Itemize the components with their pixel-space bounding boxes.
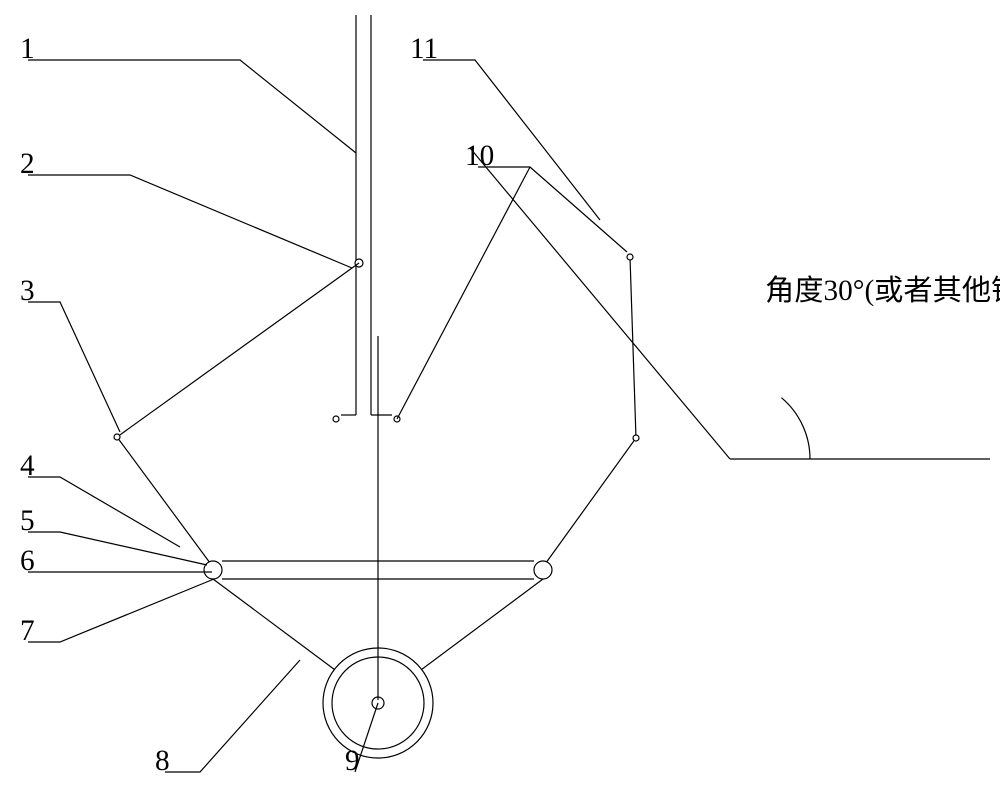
svg-text:10: 10: [465, 140, 494, 172]
svg-text:1: 1: [20, 33, 35, 65]
svg-text:9: 9: [345, 745, 360, 777]
svg-text:4: 4: [20, 450, 35, 482]
svg-text:3: 3: [20, 275, 35, 307]
svg-text:11: 11: [410, 33, 438, 65]
svg-text:2: 2: [20, 148, 35, 180]
svg-text:5: 5: [20, 505, 35, 537]
svg-text:角度30°(或者其他锐角): 角度30°(或者其他锐角): [765, 274, 1000, 307]
svg-text:7: 7: [20, 615, 35, 647]
svg-text:8: 8: [155, 745, 170, 777]
svg-text:6: 6: [20, 545, 35, 577]
